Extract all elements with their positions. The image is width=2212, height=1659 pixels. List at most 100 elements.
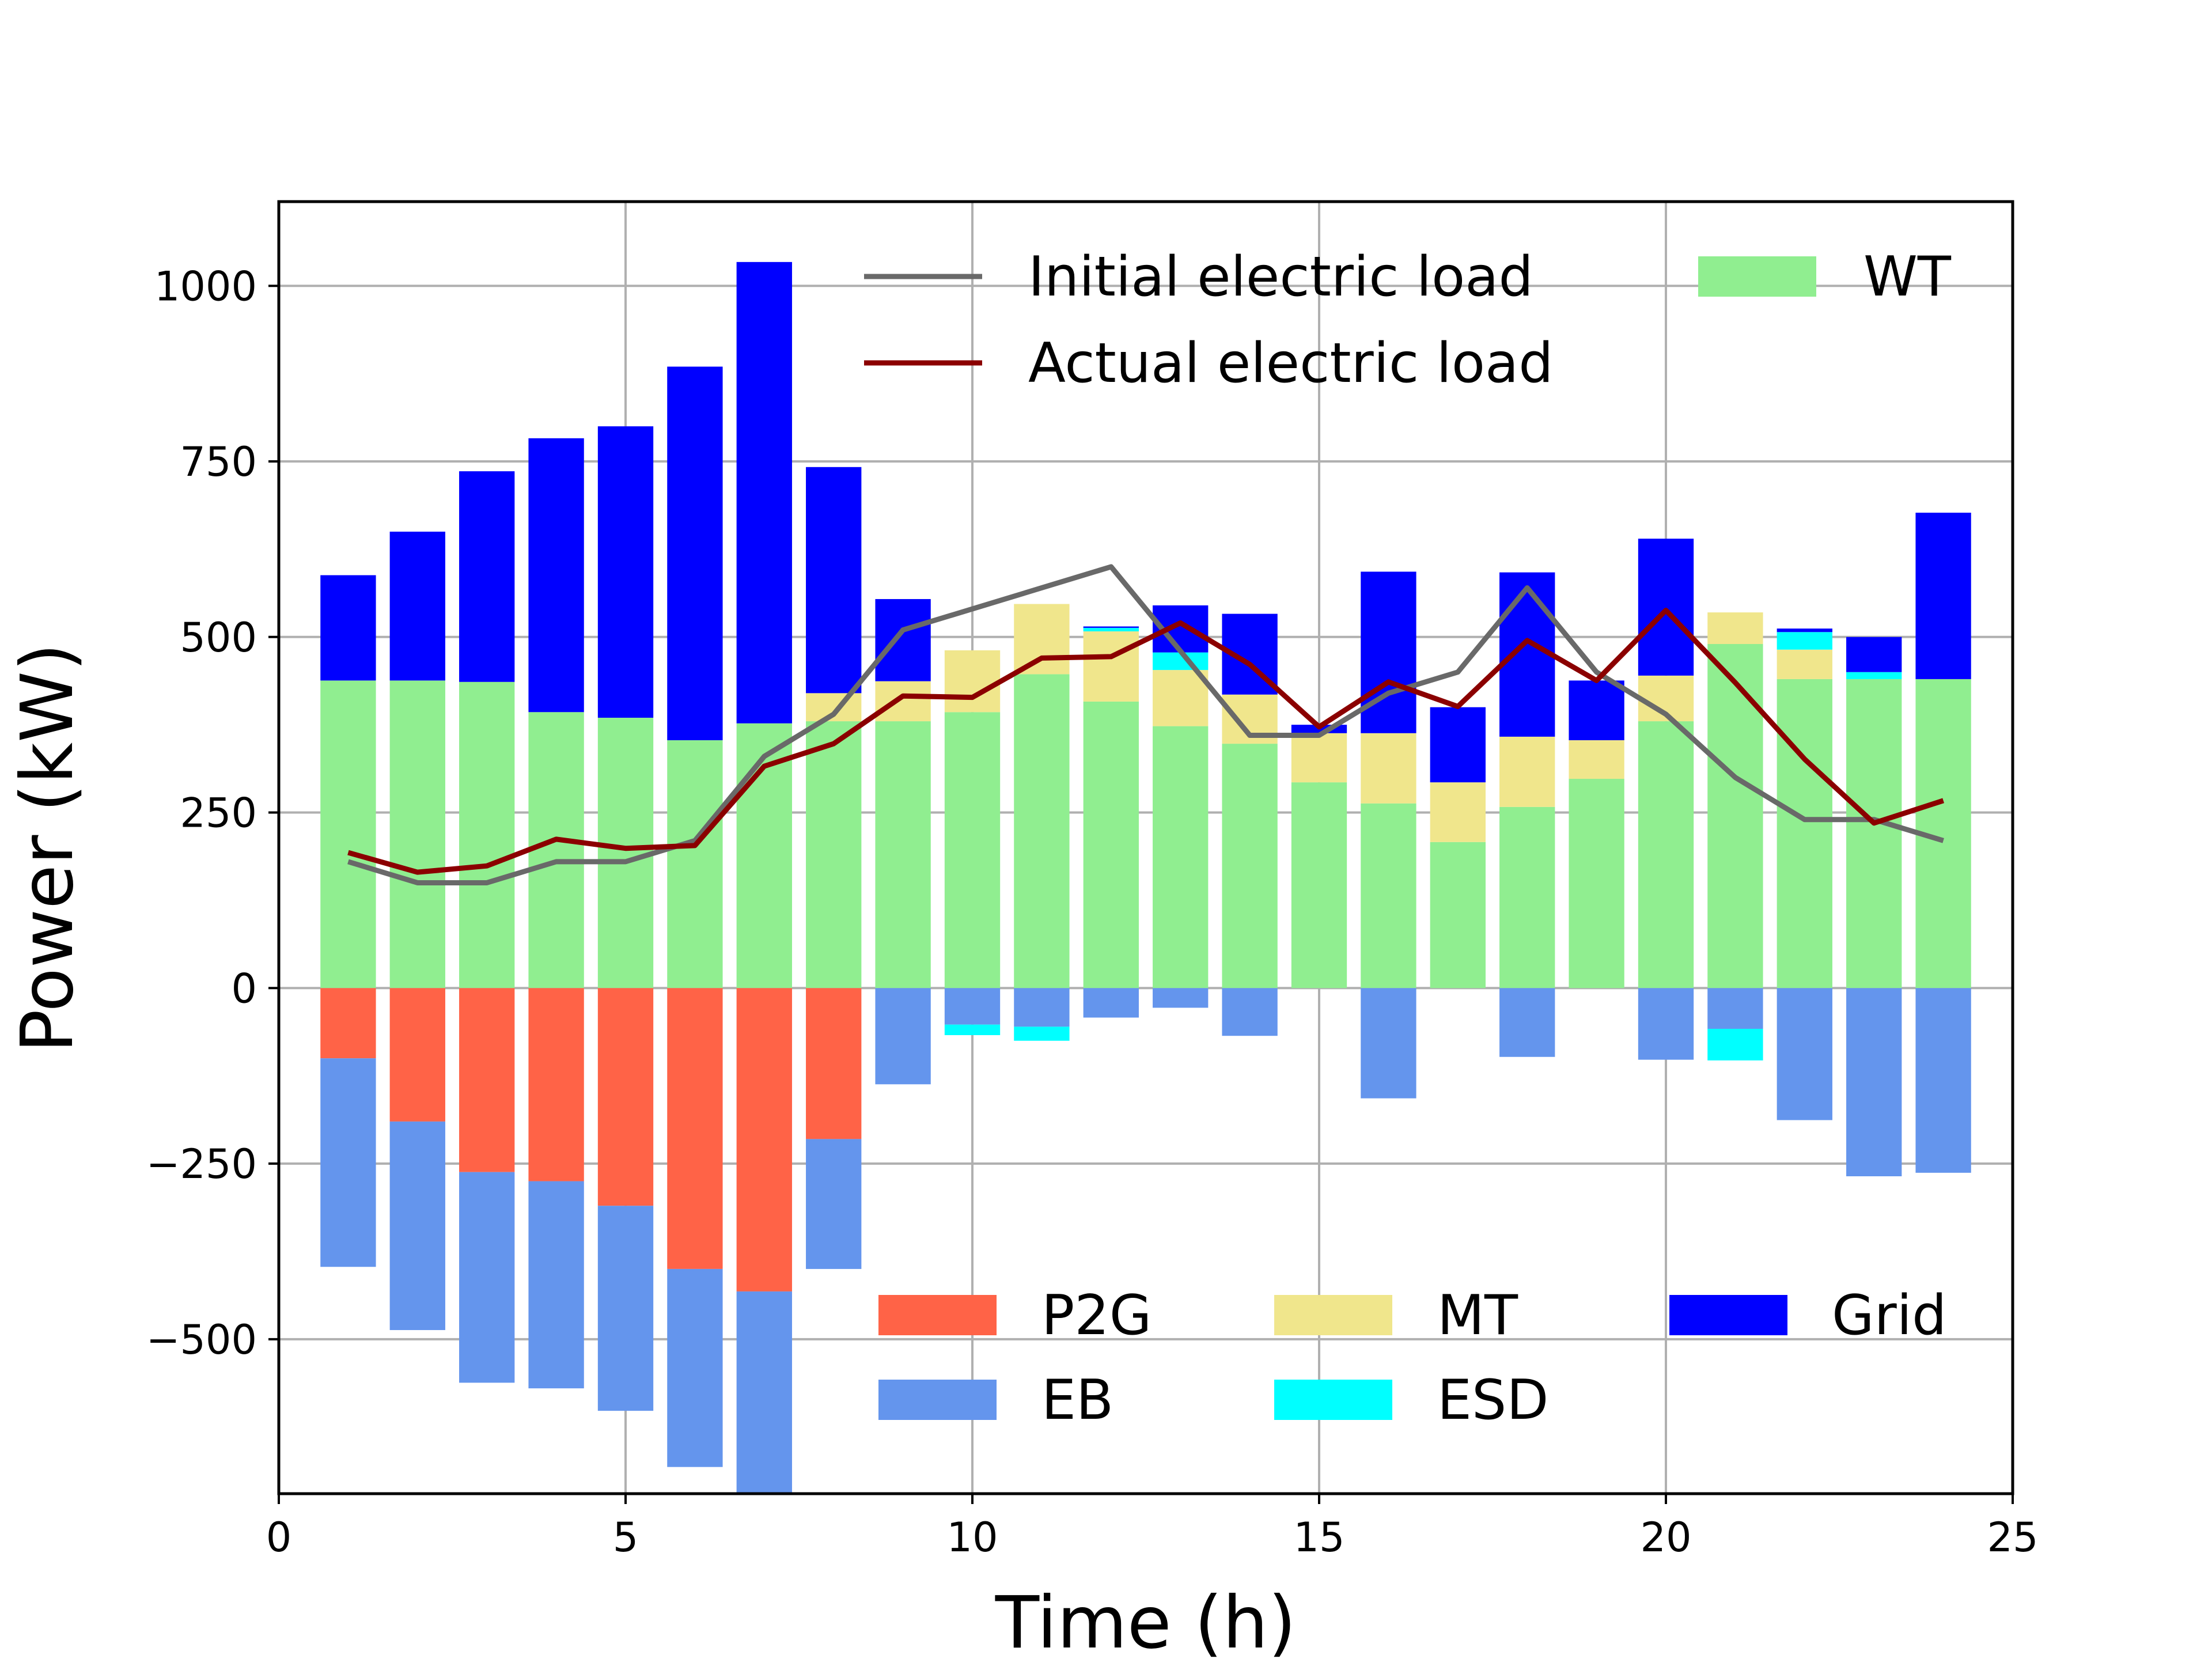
bar-wt <box>1846 679 1902 988</box>
bar-p2g-negative <box>597 988 654 1206</box>
legend-swatch-mt <box>1274 1295 1392 1335</box>
legend-label-actual-electric-load: Actual electric load <box>1028 332 1554 395</box>
bar-wt <box>875 721 931 988</box>
bar-wt <box>1707 643 1763 988</box>
bar-eb-negative <box>528 1181 584 1389</box>
bar-eb-negative <box>597 1206 654 1411</box>
bar-grid <box>1915 513 1971 679</box>
bar-wt <box>1222 744 1278 988</box>
bar-grid <box>1638 539 1694 676</box>
bar-eb-negative <box>1846 988 1902 1177</box>
bar-mt <box>1569 740 1624 779</box>
bar-grid <box>736 262 792 724</box>
legends: Initial electric load Actual electric loa… <box>864 245 1952 1432</box>
bar-mt <box>1430 782 1486 842</box>
bar-mt <box>1361 733 1416 804</box>
bar-wt <box>1014 674 1070 988</box>
bar-grid <box>667 366 723 740</box>
bar-p2g-negative <box>389 988 445 1122</box>
bar-grid <box>1569 680 1624 740</box>
bar-eb-negative <box>1499 988 1555 1057</box>
bar-eb-negative <box>1222 988 1278 1036</box>
bar-eb-negative <box>1777 988 1832 1120</box>
bar-eb-negative <box>459 1172 515 1383</box>
bar-wt <box>459 681 515 988</box>
bar-esd <box>1777 632 1832 650</box>
y-tick-label: −250 <box>146 1141 257 1188</box>
bar-wt <box>597 717 654 988</box>
y-tick-label: 250 <box>180 790 257 837</box>
x-tick-label: 10 <box>946 1514 998 1561</box>
legend-label-p2g: P2G <box>1041 1284 1152 1347</box>
bar-wt <box>389 680 445 988</box>
bar-eb-negative <box>875 988 931 1085</box>
bar-p2g-negative <box>528 988 584 1181</box>
bars <box>320 262 1971 1494</box>
bar-mt <box>1014 604 1070 675</box>
bar-grid <box>597 426 654 718</box>
bar-wt <box>806 721 862 988</box>
bar-eb-negative <box>320 1058 376 1267</box>
x-tick-label: 5 <box>613 1514 639 1561</box>
bar-esd-negative <box>1707 1029 1763 1060</box>
legend-label-esd: ESD <box>1437 1369 1548 1432</box>
bar-eb-negative <box>1083 988 1139 1018</box>
bar-wt <box>736 723 792 988</box>
bar-eb-negative <box>1014 988 1070 1027</box>
bar-esd <box>1153 652 1209 671</box>
bar-wt <box>1083 701 1139 988</box>
bar-esd-negative <box>944 1024 1001 1035</box>
legend-label-eb: EB <box>1041 1369 1113 1432</box>
bar-wt <box>1569 779 1624 988</box>
bar-eb-negative <box>1915 988 1971 1173</box>
bar-p2g-negative <box>320 988 376 1059</box>
bar-mt <box>1153 670 1209 726</box>
legend-swatch-p2g <box>878 1295 997 1335</box>
bar-grid <box>459 471 515 682</box>
y-axis-label: Power (kW) <box>6 643 89 1052</box>
bar-grid <box>1846 637 1902 672</box>
bar-wt <box>1638 721 1694 988</box>
legend-label-wt: WT <box>1863 245 1952 309</box>
bar-wt <box>1777 679 1832 988</box>
bar-mt <box>1499 736 1555 807</box>
bar-wt <box>1430 842 1486 988</box>
bar-grid <box>389 531 445 681</box>
bar-grid <box>528 438 584 713</box>
bar-wt <box>1153 726 1209 988</box>
legend-swatch-grid <box>1669 1295 1787 1335</box>
axis-ticks: 0 5 10 15 20 25 1000 750 500 250 0 −250 −500 <box>146 263 2039 1561</box>
bar-grid <box>806 467 862 694</box>
bar-grid <box>1083 626 1139 628</box>
bar-p2g-negative <box>806 988 862 1139</box>
bar-grid <box>1777 628 1832 632</box>
legend-label-mt: MT <box>1437 1284 1518 1347</box>
x-tick-label: 25 <box>1987 1514 2038 1561</box>
bar-eb-negative <box>736 1291 792 1494</box>
bar-eb-negative <box>806 1139 862 1269</box>
bar-p2g-negative <box>459 988 515 1172</box>
legend-label-grid: Grid <box>1832 1284 1946 1347</box>
bar-eb-negative <box>944 988 1001 1025</box>
bar-grid <box>320 575 376 681</box>
bar-wt <box>944 712 1001 988</box>
y-tick-label: 750 <box>180 438 257 486</box>
y-tick-label: 0 <box>231 965 257 1012</box>
bar-mt <box>944 650 1001 713</box>
bar-mt <box>875 681 931 722</box>
load-lines <box>347 564 1944 885</box>
bar-wt <box>1291 782 1347 988</box>
line-initial-electric-load <box>347 564 1944 885</box>
bar-wt <box>320 680 376 988</box>
bar-wt <box>1499 806 1555 988</box>
bar-eb-negative <box>667 1268 723 1467</box>
bar-eb-negative <box>389 1121 445 1330</box>
bar-esd <box>1846 672 1902 679</box>
plot-frame <box>277 200 2014 1495</box>
bar-mt <box>1083 631 1139 702</box>
bar-grid <box>1430 707 1486 783</box>
bar-esd <box>1083 627 1139 632</box>
x-tick-label: 0 <box>266 1514 292 1561</box>
bar-mt <box>1291 733 1347 783</box>
legend-swatch-esd <box>1274 1380 1392 1420</box>
